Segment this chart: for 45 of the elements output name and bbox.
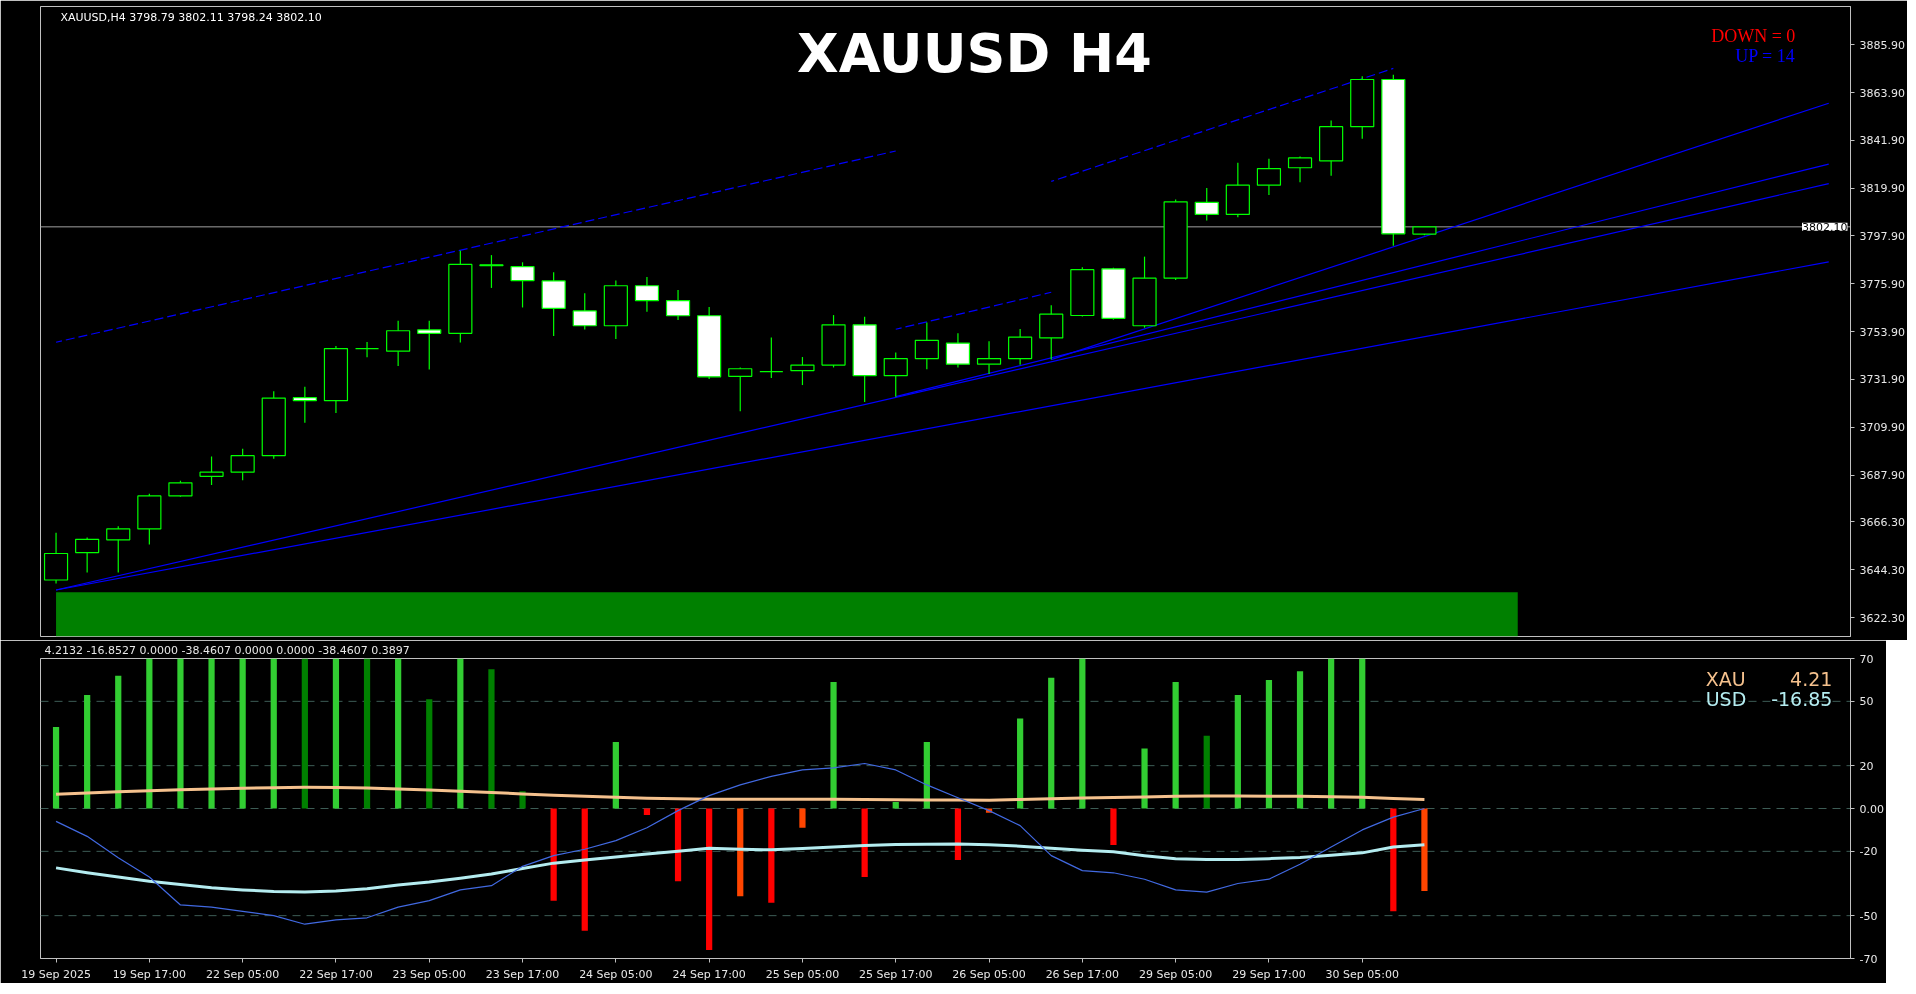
x-tick-label: 29 Sep 05:00 bbox=[1138, 967, 1213, 981]
chart-title: XAUUSD H4 bbox=[797, 22, 1152, 86]
y-tick-label: 0.00 bbox=[1859, 802, 1884, 816]
y-tick-label: -70 bbox=[1859, 952, 1878, 966]
x-tick-label: 26 Sep 05:00 bbox=[952, 967, 1026, 981]
text: XAUUSD,H4 3798.79 3802.11 3798.24 3802.10 bbox=[60, 11, 322, 25]
y-tick-label: -50 bbox=[1859, 909, 1878, 923]
x-tick-label: 22 Sep 05:00 bbox=[205, 967, 280, 981]
annotation: 4.21 bbox=[1790, 667, 1833, 690]
y-tick-label: 3644.30 bbox=[1859, 563, 1905, 577]
x-tick-label: 24 Sep 05:00 bbox=[579, 967, 653, 981]
x-tick-label: 23 Sep 05:00 bbox=[392, 967, 466, 981]
y-tick-label: 3709.90 bbox=[1859, 421, 1905, 435]
y-tick-label: 3819.90 bbox=[1859, 182, 1905, 196]
y-tick-label: 3622.30 bbox=[1859, 611, 1905, 625]
y-tick-label: 3731.90 bbox=[1859, 373, 1905, 387]
y-tick-label: 3863.90 bbox=[1859, 86, 1905, 100]
ref-line-label: 3802.10 bbox=[1802, 220, 1848, 234]
y-tick-label: 3687.90 bbox=[1859, 469, 1905, 483]
annotation: -16.85 bbox=[1771, 687, 1833, 710]
y-tick-label: 3753.90 bbox=[1859, 325, 1905, 339]
y-tick-label: 3885.90 bbox=[1859, 38, 1905, 52]
x-tick-label: 30 Sep 05:00 bbox=[1325, 967, 1399, 981]
y-tick-label: 70 bbox=[1859, 652, 1874, 666]
y-tick-label: 3841.90 bbox=[1859, 134, 1905, 148]
y-tick-label: 20 bbox=[1859, 759, 1874, 773]
x-tick-label: 19 Sep 17:00 bbox=[112, 967, 187, 981]
text: USD bbox=[1705, 687, 1747, 710]
x-tick-label: 25 Sep 05:00 bbox=[765, 967, 840, 981]
y-tick-label: 3797.90 bbox=[1859, 229, 1905, 243]
y-tick-label: -20 bbox=[1859, 845, 1878, 859]
x-tick-label: 29 Sep 17:00 bbox=[1232, 967, 1306, 981]
annotation: UP = 14 bbox=[1735, 45, 1795, 66]
annotation: DOWN = 0 bbox=[1711, 26, 1796, 47]
x-tick-label: 25 Sep 17:00 bbox=[859, 967, 933, 981]
y-tick-label: 3775.90 bbox=[1859, 277, 1905, 291]
x-tick-label: 22 Sep 17:00 bbox=[299, 967, 373, 981]
x-tick-label: 26 Sep 17:00 bbox=[1045, 967, 1120, 981]
y-tick-label: 3666.30 bbox=[1859, 515, 1905, 529]
text: XAU bbox=[1705, 667, 1746, 690]
x-tick-label: 19 Sep 2025 bbox=[21, 967, 91, 981]
x-tick-label: 24 Sep 17:00 bbox=[672, 967, 746, 981]
chart-title: 4.2132 -16.8527 0.0000 -38.4607 0.0000 0.0000 -38.4607 0.3897 bbox=[44, 644, 410, 657]
y-tick-label: 50 bbox=[1859, 695, 1874, 709]
x-tick-label: 23 Sep 17:00 bbox=[485, 967, 560, 981]
